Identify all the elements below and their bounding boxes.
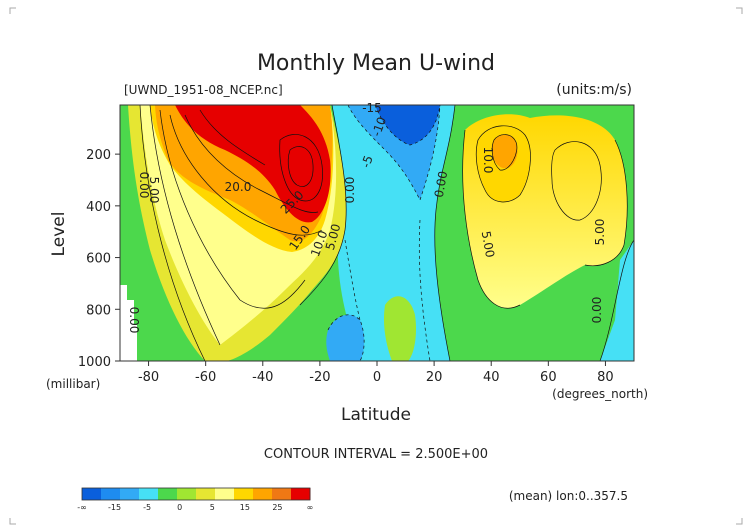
x-tick-label: 80 (597, 370, 614, 385)
x-tick-label: 0 (373, 370, 381, 385)
chart-title: Monthly Mean U-wind (257, 51, 495, 76)
contour-line (462, 129, 521, 309)
colorbar-swatch (234, 488, 254, 500)
contour-line (149, 105, 221, 346)
corner-mark-top-right (736, 7, 743, 14)
plot-area (120, 105, 634, 361)
colorbar-label: -∞ (77, 503, 87, 512)
contour-line (551, 141, 602, 221)
contour-label: 5.00 (323, 222, 343, 251)
y-tick-label: 600 (86, 252, 111, 267)
colorbar-label: 0 (177, 503, 182, 512)
contour-line (418, 219, 431, 361)
contour-line (327, 314, 365, 361)
colorbar-label: 5 (210, 503, 215, 512)
colorbar-label: ∞ (307, 503, 314, 512)
colorbar-label: 15 (240, 503, 250, 512)
x-tick-label: 20 (426, 370, 443, 385)
fill-region-easterly-edge (600, 240, 634, 361)
contour-label: -5 (359, 154, 376, 170)
contour-line (347, 105, 441, 201)
contour-line (475, 125, 531, 203)
contour-line (344, 239, 361, 321)
contour-line (599, 239, 634, 361)
corner-mark-bottom-left (9, 518, 16, 525)
colorbar-swatch (101, 488, 121, 500)
fill-region-nh-15-20 (491, 134, 518, 169)
contour-interval-label: CONTOUR INTERVAL = 2.500E+00 (264, 447, 488, 462)
x-axis: -80 -60 -40 -20 0 20 40 60 80 (138, 361, 614, 385)
contour-line (299, 105, 347, 306)
contour-label: 20.0 (225, 180, 252, 194)
colorbar-swatch (139, 488, 159, 500)
contour-line (159, 109, 306, 309)
contour-label: 0.00 (137, 172, 151, 199)
dataset-label: [UWND_1951-08_NCEP.nc] (124, 83, 283, 97)
y-axis-title: Level (49, 212, 69, 257)
contour-label: 5.00 (479, 230, 497, 259)
colorbar-swatch (196, 488, 216, 500)
contour-lines-negative (327, 105, 441, 361)
y-axis: 200 400 600 800 1000 (78, 148, 120, 370)
contour-label: 5.00 (147, 177, 161, 204)
y-tick-label: 800 (86, 303, 111, 318)
contour-label: 0.00 (590, 297, 604, 324)
colorbar-swatch (272, 488, 292, 500)
contour-line (169, 114, 323, 236)
contour-line (584, 139, 628, 267)
contour-line (374, 105, 441, 146)
contour-label: -15 (362, 101, 382, 115)
units-label: (units:m/s) (556, 82, 632, 98)
missing-data-region (120, 285, 137, 361)
contour-label: -10 (369, 115, 389, 138)
corner-mark-top-left (9, 7, 16, 14)
colorbar-label: 25 (272, 503, 282, 512)
fill-region-sh-25-plus (175, 105, 331, 223)
colorbar (81, 487, 311, 501)
colorbar-swatch (215, 488, 235, 500)
x-tick-label: -60 (195, 370, 216, 385)
contour-line (434, 105, 456, 361)
contour-line (491, 134, 518, 171)
y-tick-label: 200 (86, 148, 111, 163)
contour-line (184, 114, 319, 213)
colorbar-swatch (158, 488, 178, 500)
contour-label: 10.0 (481, 147, 495, 174)
fill-region-surface-easterly (326, 314, 365, 361)
footnote-label: (mean) lon:0..357.5 (509, 489, 628, 503)
colorbar-label: -15 (108, 503, 121, 512)
corner-mark-bottom-right (736, 518, 743, 525)
x-tick-label: 60 (540, 370, 557, 385)
fill-region-easterly-core (375, 105, 440, 145)
contour-line (139, 105, 206, 361)
fill-region-nh-mid (383, 296, 417, 361)
colorbar-swatch (253, 488, 273, 500)
x-tick-label: -20 (309, 370, 330, 385)
y-axis-units: (millibar) (46, 377, 100, 391)
contour-label: 5.00 (593, 219, 607, 246)
contour-line (199, 109, 266, 166)
colorbar-frame (81, 487, 311, 501)
contour-label: 0.00 (343, 177, 357, 204)
y-tick-label: 1000 (78, 355, 111, 370)
contour-label: 0.00 (432, 170, 450, 199)
colorbar-label: -5 (143, 503, 151, 512)
contour-label: 0.00 (127, 307, 141, 334)
colorbar-labels: -∞ -15 -5 0 5 15 25 ∞ (77, 503, 313, 512)
contour-line (279, 134, 323, 202)
x-tick-label: 40 (483, 370, 500, 385)
contour-lines (139, 105, 634, 361)
colorbar-swatch (177, 488, 197, 500)
x-tick-label: -40 (252, 370, 273, 385)
colorbar-swatch (291, 488, 311, 500)
x-tick-label: -80 (138, 370, 159, 385)
colorbar-swatch (120, 488, 140, 500)
x-axis-title: Latitude (341, 405, 411, 425)
x-axis-units: (degrees_north) (552, 387, 648, 401)
contour-line (287, 146, 314, 187)
y-tick-label: 400 (86, 200, 111, 215)
colorbar-swatch (82, 488, 102, 500)
